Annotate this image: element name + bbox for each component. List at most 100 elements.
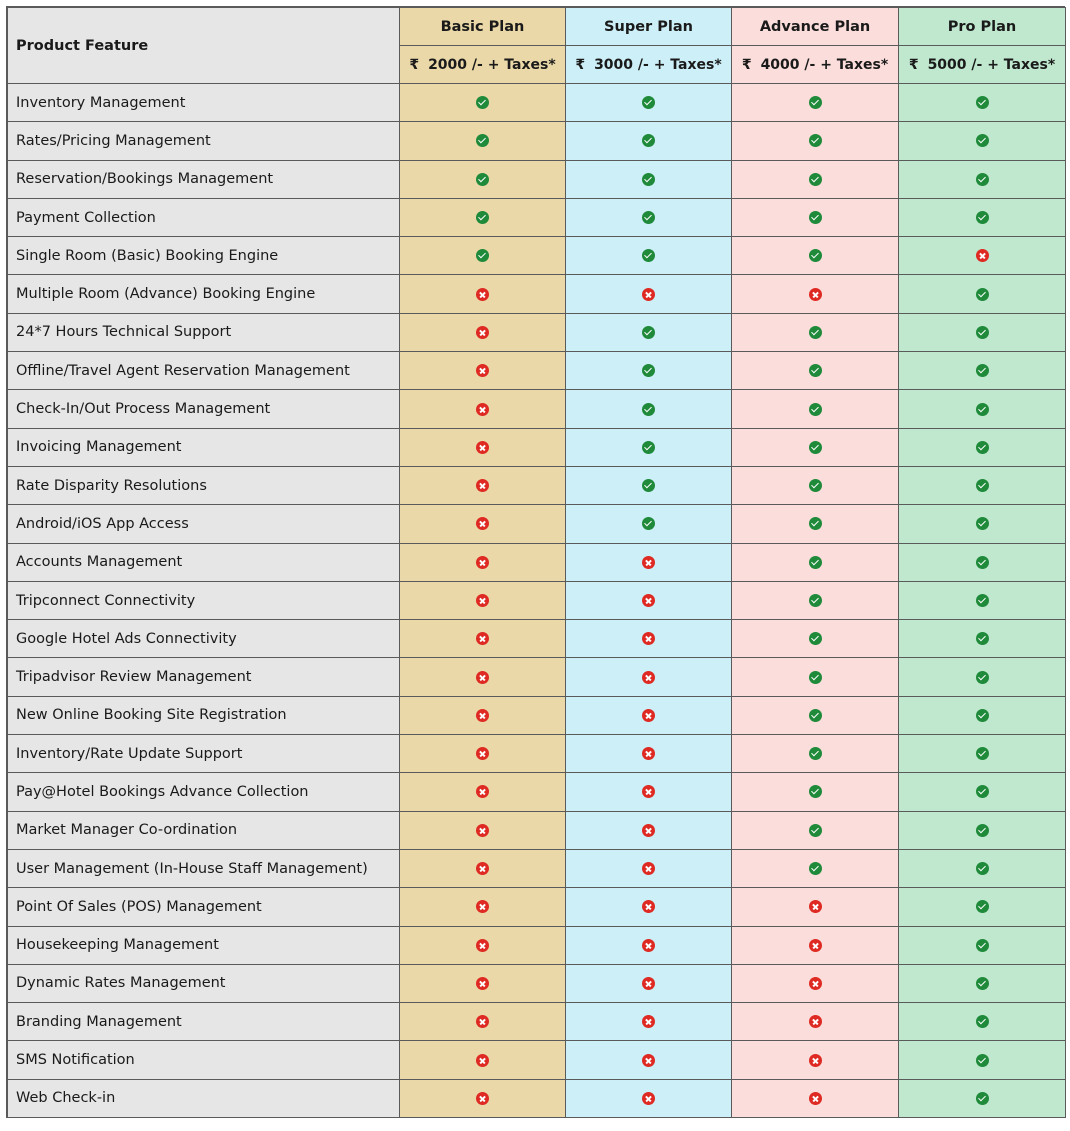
- check-circle-icon: [975, 1015, 989, 1029]
- feature-availability-cell: [399, 236, 566, 276]
- feature-availability-cell: [565, 274, 732, 314]
- table-row: Point Of Sales (POS) Management: [7, 887, 1066, 927]
- cross-circle-icon: [476, 325, 489, 339]
- check-circle-icon: [476, 211, 489, 225]
- check-circle-icon: [975, 632, 989, 646]
- cross-circle-icon: [642, 708, 655, 722]
- check-circle-icon: [975, 172, 989, 186]
- cross-circle-icon: [808, 938, 822, 952]
- cross-circle-icon: [808, 1015, 822, 1029]
- cross-circle-icon: [808, 900, 822, 914]
- feature-availability-cell: [565, 236, 732, 276]
- check-circle-icon: [476, 172, 489, 186]
- feature-name: Invoicing Management: [7, 427, 400, 467]
- feature-availability-cell: [399, 963, 566, 1004]
- check-circle-icon: [975, 325, 989, 339]
- feature-name: Multiple Room (Advance) Booking Engine: [7, 274, 400, 314]
- feature-availability-cell: [565, 427, 732, 467]
- feature-availability-cell: [731, 695, 899, 736]
- check-circle-icon: [808, 517, 822, 531]
- product-feature-header: Product Feature: [7, 7, 400, 84]
- check-circle-icon: [642, 517, 655, 531]
- check-circle-icon: [975, 747, 989, 761]
- feature-name: Reservation/Bookings Management: [7, 159, 400, 199]
- feature-availability-cell: [565, 772, 732, 812]
- feature-availability-cell: [731, 427, 899, 467]
- super-plan-price: ₹3000 /- + Taxes*: [565, 45, 732, 84]
- feature-availability-cell: [565, 82, 732, 123]
- feature-availability-cell: [565, 887, 732, 927]
- cross-circle-icon: [642, 785, 655, 799]
- cross-circle-icon: [476, 708, 489, 722]
- feature-availability-cell: [898, 580, 1066, 621]
- feature-availability-cell: [399, 159, 566, 199]
- feature-availability-cell: [731, 580, 899, 621]
- cross-circle-icon: [642, 862, 655, 876]
- feature-availability-cell: [399, 848, 566, 889]
- check-circle-icon: [975, 134, 989, 148]
- table-row: Accounts Management: [7, 542, 1066, 582]
- feature-name: Tripadvisor Review Management: [7, 657, 400, 697]
- feature-availability-cell: [565, 542, 732, 582]
- feature-availability-cell: [731, 465, 899, 506]
- cross-circle-icon: [642, 1015, 655, 1029]
- feature-availability-cell: [399, 810, 566, 850]
- table-row: Tripconnect Connectivity: [7, 580, 1066, 621]
- check-circle-icon: [808, 440, 822, 454]
- check-circle-icon: [808, 96, 822, 110]
- check-circle-icon: [808, 785, 822, 799]
- feature-name: Payment Collection: [7, 197, 400, 238]
- check-circle-icon: [808, 670, 822, 684]
- feature-name: Housekeeping Management: [7, 925, 400, 965]
- cross-circle-icon: [808, 287, 822, 301]
- feature-availability-cell: [898, 887, 1066, 927]
- table-row: Single Room (Basic) Booking Engine: [7, 236, 1066, 276]
- table-row: Tripadvisor Review Management: [7, 657, 1066, 697]
- check-circle-icon: [642, 479, 655, 493]
- feature-availability-cell: [565, 159, 732, 199]
- feature-availability-cell: [565, 619, 732, 659]
- feature-availability-cell: [731, 1040, 899, 1080]
- feature-availability-cell: [565, 580, 732, 621]
- feature-availability-cell: [565, 1078, 732, 1119]
- check-circle-icon: [476, 134, 489, 148]
- feature-availability-cell: [399, 619, 566, 659]
- check-circle-icon: [975, 900, 989, 914]
- feature-availability-cell: [399, 82, 566, 123]
- feature-availability-cell: [399, 465, 566, 506]
- feature-availability-cell: [399, 351, 566, 391]
- feature-availability-cell: [898, 121, 1066, 161]
- feature-availability-cell: [731, 963, 899, 1004]
- feature-availability-cell: [565, 465, 732, 506]
- feature-name: User Management (In-House Staff Manageme…: [7, 848, 400, 889]
- feature-availability-cell: [565, 389, 732, 429]
- check-circle-icon: [642, 440, 655, 454]
- feature-availability-cell: [399, 772, 566, 812]
- plan-comparison-table-wrapper: Product Feature Basic Plan Super Plan Ad…: [6, 6, 1066, 1119]
- check-circle-icon: [642, 402, 655, 416]
- cross-circle-icon: [476, 594, 489, 607]
- cross-circle-icon: [476, 938, 489, 952]
- check-circle-icon: [975, 594, 989, 607]
- feature-name: Inventory Management: [7, 82, 400, 123]
- check-circle-icon: [975, 708, 989, 722]
- feature-availability-cell: [731, 887, 899, 927]
- feature-name: Android/iOS App Access: [7, 504, 400, 544]
- table-row: Reservation/Bookings Management: [7, 159, 1066, 199]
- feature-name: Market Manager Co-ordination: [7, 810, 400, 850]
- feature-availability-cell: [565, 810, 732, 850]
- table-row: Offline/Travel Agent Reservation Managem…: [7, 351, 1066, 391]
- cross-circle-icon: [642, 823, 655, 837]
- feature-availability-cell: [565, 121, 732, 161]
- feature-availability-cell: [731, 274, 899, 314]
- check-circle-icon: [808, 594, 822, 607]
- feature-availability-cell: [731, 772, 899, 812]
- check-circle-icon: [808, 823, 822, 837]
- check-circle-icon: [808, 479, 822, 493]
- cross-circle-icon: [476, 402, 489, 416]
- check-circle-icon: [808, 325, 822, 339]
- check-circle-icon: [975, 402, 989, 416]
- check-circle-icon: [975, 1091, 989, 1105]
- feature-name: Inventory/Rate Update Support: [7, 734, 400, 774]
- feature-availability-cell: [399, 695, 566, 736]
